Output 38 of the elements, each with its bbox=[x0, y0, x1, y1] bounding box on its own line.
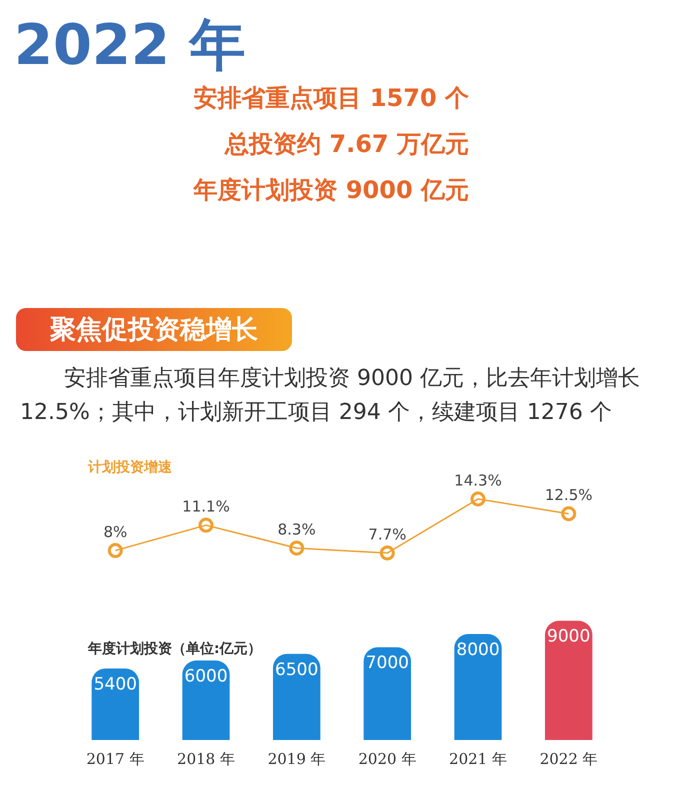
bar bbox=[272, 654, 320, 740]
text: 总投资约 7.67 万亿元 bbox=[223, 129, 469, 160]
series-label: 年度计划投资（单位:亿元） bbox=[87, 640, 262, 658]
data-label: 7000 bbox=[366, 653, 409, 674]
chart-title: 2022 年 bbox=[14, 12, 246, 80]
text: 安排省重点项目年度计划投资 9000 亿元，比去年计划增长 12.5%；其中，计划新开工项目 294 个，续建项目 1276 个 bbox=[20, 365, 641, 427]
text: 年度计划投资 9000 亿元 bbox=[193, 175, 469, 206]
x-tick-label: 2022 年 bbox=[540, 750, 598, 768]
bar bbox=[544, 620, 592, 740]
data-label: 7.7% bbox=[368, 525, 406, 544]
data-label: 8000 bbox=[456, 640, 500, 660]
data-label: 6500 bbox=[275, 660, 318, 680]
chart-subtitle: 聚焦促投资稳增长 bbox=[16, 308, 292, 351]
point bbox=[561, 506, 576, 522]
text: 计划投资增速 bbox=[87, 460, 173, 476]
point bbox=[470, 492, 486, 506]
x-tick-label: 2021 年 bbox=[449, 750, 507, 768]
x-tick-label: 2019 年 bbox=[268, 750, 326, 768]
x-tick-label: 2017 年 bbox=[86, 750, 144, 768]
data-label: 12.5% bbox=[544, 486, 592, 504]
data-label: 14.3% bbox=[454, 471, 502, 490]
text: 安排省重点项目 1570 个 bbox=[193, 83, 469, 114]
bar bbox=[182, 660, 230, 740]
data-label: 8.3% bbox=[278, 520, 316, 538]
x-tick-label: 2018 年 bbox=[177, 750, 235, 768]
bar bbox=[454, 634, 502, 740]
data-label: 11.1% bbox=[182, 498, 230, 516]
point bbox=[380, 546, 395, 560]
x-tick-label: 2020 年 bbox=[358, 750, 416, 768]
bar bbox=[364, 647, 412, 740]
data-label: 6000 bbox=[184, 666, 228, 686]
point bbox=[198, 518, 214, 533]
bar bbox=[92, 668, 140, 740]
data-label: 9000 bbox=[547, 626, 590, 647]
data-label: 8% bbox=[103, 522, 128, 541]
point bbox=[108, 543, 123, 558]
data-label: 5400 bbox=[94, 674, 137, 694]
point bbox=[289, 540, 304, 556]
